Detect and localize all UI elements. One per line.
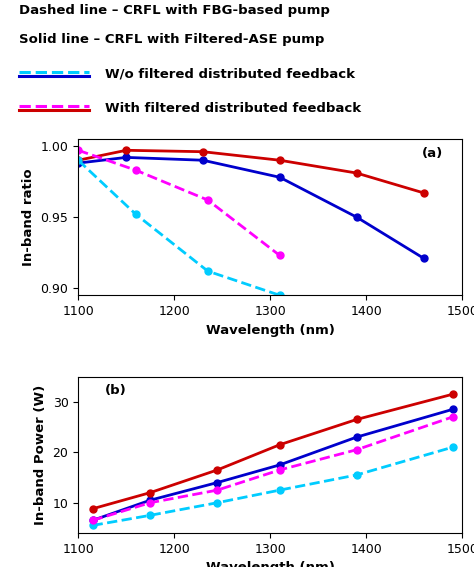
Text: (a): (a) xyxy=(422,147,443,160)
Y-axis label: In-band Power (W): In-band Power (W) xyxy=(34,384,47,525)
Text: (b): (b) xyxy=(105,384,127,397)
X-axis label: Wavelength (nm): Wavelength (nm) xyxy=(206,561,335,567)
Text: Dashed line – CRFL with FBG-based pump: Dashed line – CRFL with FBG-based pump xyxy=(18,4,329,17)
X-axis label: Wavelength (nm): Wavelength (nm) xyxy=(206,324,335,337)
Y-axis label: In-band ratio: In-band ratio xyxy=(22,168,35,266)
Text: W/o filtered distributed feedback: W/o filtered distributed feedback xyxy=(105,68,355,81)
Text: With filtered distributed feedback: With filtered distributed feedback xyxy=(105,101,361,115)
Text: Solid line – CRFL with Filtered-ASE pump: Solid line – CRFL with Filtered-ASE pump xyxy=(18,32,324,45)
